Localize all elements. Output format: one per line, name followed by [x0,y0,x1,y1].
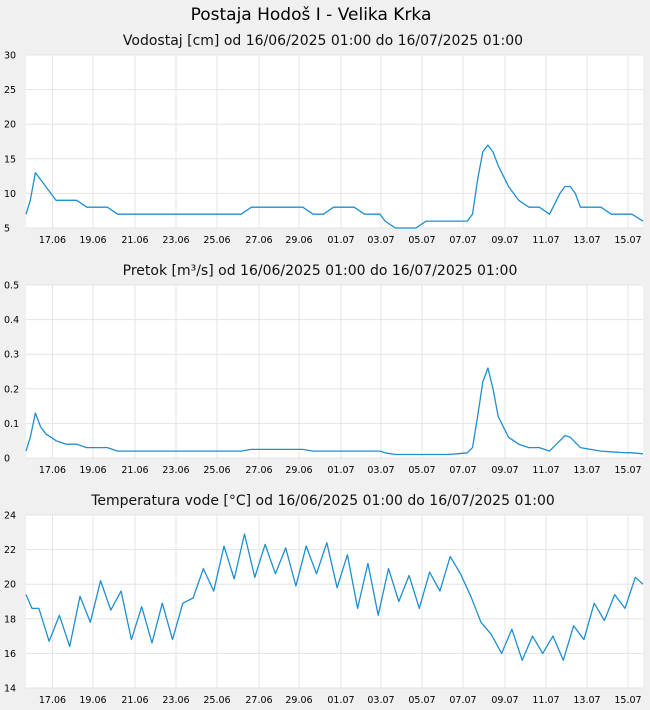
discharge-x-tick-label: 29.06 [285,465,312,476]
water-level-y-tick-label: 10 [4,189,16,200]
water-level-x-tick-label: 21.06 [121,235,148,246]
discharge-chart: 0.5 0.4 0.3 0.2 0.1 0 17.06 19.06 21.06 23.06 25.0… [4,263,644,476]
water-level-x-tick-label: 15.07 [614,235,641,246]
water-temperature-x-tick-label: 09.07 [491,695,518,706]
water-temperature-x-tick-label: 25.06 [203,695,230,706]
water-temperature-y-tick-label: 22 [4,545,16,556]
water-temperature-y-tick-label: 18 [4,614,16,625]
water-temperature-plot-area [26,515,643,688]
water-level-y-tick-label: 5 [4,224,10,235]
water-temperature-x-tick-label: 07.07 [449,695,476,706]
page-title: Postaja Hodoš I - Velika Krka [191,5,432,25]
discharge-x-tick-label: 23.06 [162,465,189,476]
discharge-y-tick-label: 0.3 [4,350,19,361]
water-temperature-y-tick-label: 20 [4,580,16,591]
discharge-x-tick-label: 17.06 [39,465,66,476]
discharge-plot-area [26,285,643,458]
water-level-x-tick-label: 03.07 [367,235,394,246]
water-level-chart-title: Vodostaj [cm] od 16/06/2025 01:00 do 16/… [123,33,523,49]
discharge-y-tick-label: 0.2 [4,384,19,395]
discharge-x-tick-label: 03.07 [367,465,394,476]
water-level-x-tick-label: 25.06 [203,235,230,246]
water-level-x-tick-label: 09.07 [491,235,518,246]
water-level-x-tick-label: 01.07 [327,235,354,246]
water-temperature-y-tick-label: 24 [4,511,16,522]
water-temperature-x-tick-label: 01.07 [327,695,354,706]
discharge-x-tick-label: 09.07 [491,465,518,476]
water-temperature-chart: 24 22 20 18 16 14 17.06 19.06 21.06 23.06 25.06 27.… [4,493,644,706]
water-temperature-x-tick-label: 29.06 [285,695,312,706]
discharge-x-tick-label: 05.07 [408,465,435,476]
water-temperature-x-tick-label: 13.07 [573,695,600,706]
discharge-x-tick-label: 11.07 [532,465,559,476]
water-level-x-tick-label: 29.06 [285,235,312,246]
water-temperature-x-tick-label: 27.06 [245,695,272,706]
water-temperature-x-tick-label: 23.06 [162,695,189,706]
water-level-chart: 30 25 20 15 10 5 17.06 19.06 21.06 23.06 25.06 27.0… [4,33,644,246]
water-level-x-tick-label: 27.06 [245,235,272,246]
water-temperature-x-tick-label: 03.07 [367,695,394,706]
discharge-x-tick-label: 01.07 [327,465,354,476]
discharge-x-tick-label: 07.07 [449,465,476,476]
water-temperature-plot: 24 22 20 18 16 14 17.06 19.06 21.06 23.06 25.06 27.… [4,511,644,706]
discharge-x-tick-label: 27.06 [245,465,272,476]
discharge-series-line [25,367,644,456]
water-temperature-x-tick-label: 15.07 [614,695,641,706]
water-temperature-y-tick-label: 14 [4,684,16,695]
water-level-y-tick-label: 15 [4,154,16,165]
water-temperature-x-tick-label: 05.07 [408,695,435,706]
discharge-x-tick-label: 15.07 [614,465,641,476]
water-level-plot-area [26,55,643,228]
water-level-y-tick-label: 25 [4,85,16,96]
discharge-y-tick-label: 0 [4,454,10,465]
water-level-x-tick-label: 05.07 [408,235,435,246]
water-level-x-tick-label: 23.06 [162,235,189,246]
water-temperature-x-tick-label: 21.06 [121,695,148,706]
discharge-x-tick-label: 25.06 [203,465,230,476]
water-temperature-series-line [25,533,644,661]
discharge-chart-title: Pretok [m³/s] od 16/06/2025 01:00 do 16/… [123,263,518,279]
discharge-x-tick-label: 13.07 [573,465,600,476]
water-level-x-tick-label: 13.07 [573,235,600,246]
water-level-plot: 30 25 20 15 10 5 17.06 19.06 21.06 23.06 25.06 27.0… [4,51,644,246]
water-temperature-y-tick-label: 16 [4,649,16,660]
water-level-x-tick-label: 19.06 [79,235,106,246]
water-level-x-tick-label: 07.07 [449,235,476,246]
water-temperature-x-tick-label: 19.06 [79,695,106,706]
water-temperature-chart-title: Temperatura vode [°C] od 16/06/2025 01:0… [90,493,555,509]
water-level-y-tick-label: 20 [4,120,16,131]
water-temperature-x-tick-label: 11.07 [532,695,559,706]
water-temperature-x-tick-label: 17.06 [39,695,66,706]
water-level-x-tick-label: 17.06 [39,235,66,246]
water-level-x-tick-label: 11.07 [532,235,559,246]
discharge-y-tick-label: 0.5 [4,281,19,292]
discharge-x-tick-label: 21.06 [121,465,148,476]
discharge-y-tick-label: 0.1 [4,419,19,430]
discharge-y-tick-label: 0.4 [4,315,19,326]
water-level-y-tick-label: 30 [4,51,16,62]
discharge-plot: 0.5 0.4 0.3 0.2 0.1 0 17.06 19.06 21.06 23.06 25.0… [4,281,644,476]
discharge-x-tick-label: 19.06 [79,465,106,476]
water-level-series-line [25,144,644,229]
